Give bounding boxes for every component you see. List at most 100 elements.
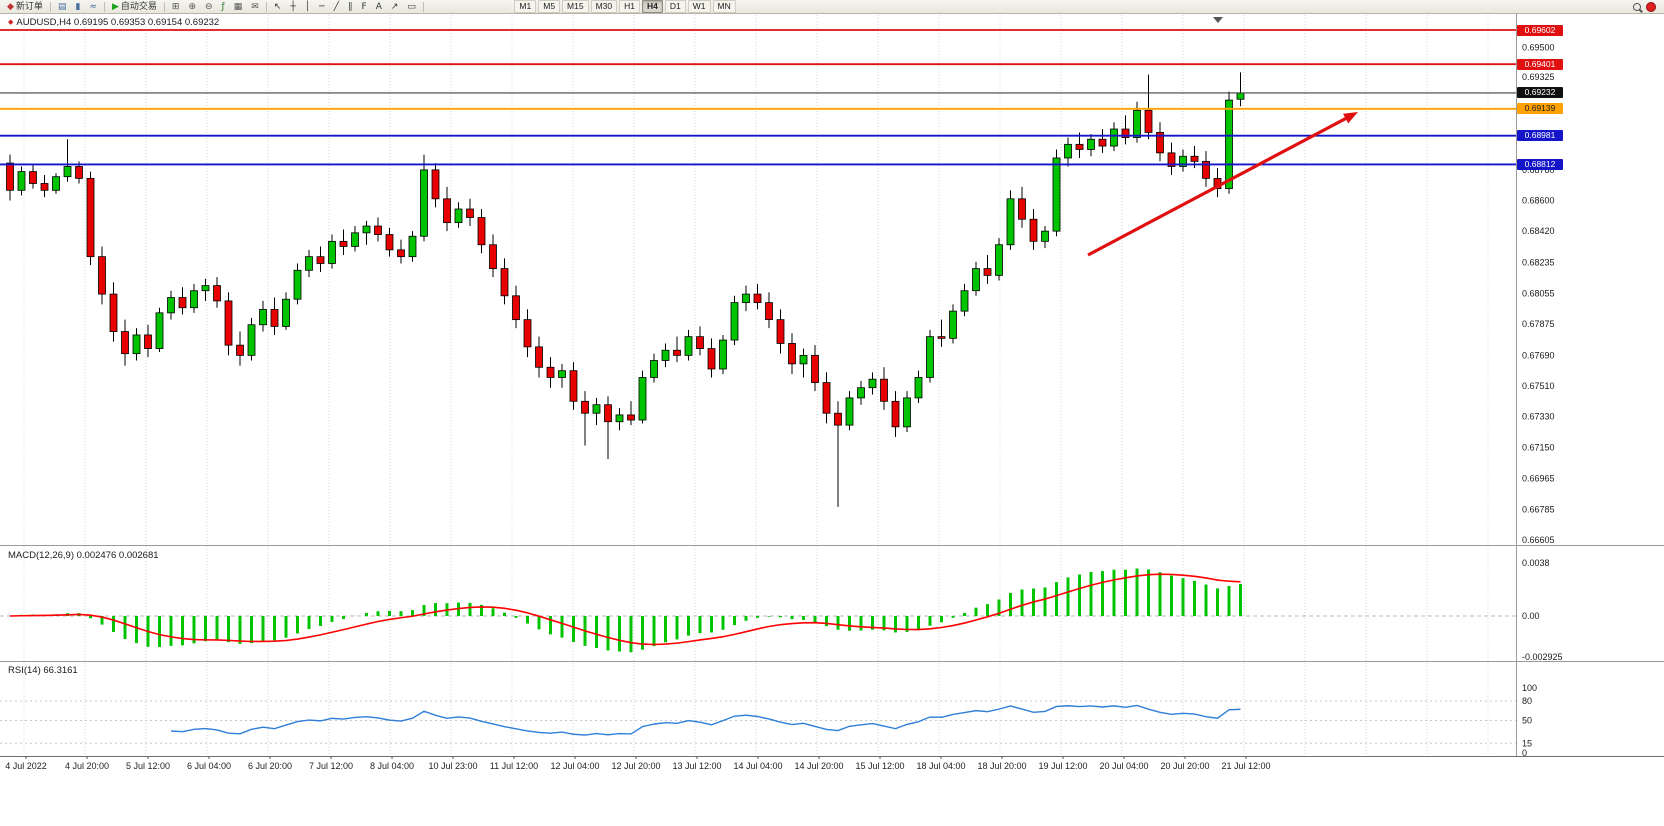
symbol-flag-icon: ◆ (8, 19, 14, 26)
arrows-tool-icon: ↗ (390, 1, 399, 12)
new-order-button-label: 新订单 (15, 1, 43, 12)
indicators-button[interactable]: ƒ (218, 0, 229, 14)
vertical-line-tool-button[interactable]: │ (301, 0, 314, 14)
fibonacci-tool-button[interactable]: F (358, 0, 371, 14)
svg-text:8 Jul 04:00: 8 Jul 04:00 (370, 761, 414, 771)
indicators-icon: ƒ (221, 1, 225, 12)
timeframe-h1-button[interactable]: H1 (619, 0, 641, 13)
toolbar: ◆ 新订单 ▤ ▮ ≈ ▶ 自动交易 ⊞ ⊕ ⊖ ƒ ▦ ✉ ↖ ┼ │ ─ ╱ ∥ F A ↗ ▭ M1 M5 M15 M30 H1… (0, 0, 1664, 14)
horizontal-level-lines[interactable] (0, 29, 1516, 166)
auto-trading-icon: ▶ (111, 1, 119, 12)
fibonacci-tool-icon: F (361, 1, 367, 12)
timeframe-d1-button[interactable]: D1 (664, 0, 686, 13)
toolbar-right-group (1633, 1, 1661, 12)
timeframe-m15-button[interactable]: M15 (562, 0, 589, 13)
trend-arrow[interactable] (1087, 112, 1358, 257)
shapes-tool-button[interactable]: ▭ (403, 0, 420, 14)
horizontal-line-tool-button[interactable]: ─ (315, 0, 328, 14)
svg-text:0.68600: 0.68600 (1522, 196, 1555, 206)
time-axis[interactable]: 4 Jul 2022 4 Jul 20:00 5 Jul 12:00 6 Jul 04… (5, 756, 1271, 771)
svg-text:20 Jul 04:00: 20 Jul 04:00 (1099, 761, 1148, 771)
svg-text:11 Jul 12:00: 11 Jul 12:00 (490, 761, 538, 771)
svg-text:0.67875: 0.67875 (1522, 319, 1555, 329)
mail-icon: ✉ (251, 1, 259, 12)
svg-text:0.68235: 0.68235 (1522, 258, 1555, 268)
svg-text:4 Jul 2022: 4 Jul 2022 (5, 761, 47, 771)
new-order-button[interactable]: ◆ 新订单 (3, 0, 47, 14)
timeframe-w1-button[interactable]: W1 (687, 0, 711, 13)
toolbar-separator (163, 1, 165, 12)
templates-button[interactable]: ▦ (230, 0, 247, 14)
svg-text:13 Jul 12:00: 13 Jul 12:00 (672, 761, 721, 771)
svg-text:10 Jul 23:00: 10 Jul 23:00 (428, 761, 477, 771)
templates-icon: ▦ (233, 1, 243, 12)
candlestick-button[interactable]: ▮ (71, 0, 84, 14)
toolbar-separator (49, 1, 51, 12)
svg-text:0.66785: 0.66785 (1522, 504, 1555, 514)
svg-text:0.66965: 0.66965 (1522, 474, 1555, 484)
panel-separators[interactable] (0, 14, 1664, 757)
svg-text:12 Jul 04:00: 12 Jul 04:00 (550, 761, 599, 771)
svg-text:0: 0 (1522, 748, 1527, 758)
search-icon[interactable] (1633, 2, 1641, 11)
bid-price-label: 0.69232 (1517, 87, 1563, 99)
bar-chart-icon: ▤ (57, 1, 67, 12)
timeframe-mn-button[interactable]: MN (712, 0, 736, 13)
toolbar-separator (265, 1, 267, 12)
trendline-tool-button[interactable]: ╱ (330, 0, 343, 14)
channel-tool-button[interactable]: ∥ (344, 0, 357, 14)
timeframe-m30-button[interactable]: M30 (590, 0, 618, 13)
arrows-tool-button[interactable]: ↗ (387, 0, 403, 14)
svg-text:-0.002925: -0.002925 (1522, 652, 1563, 662)
svg-text:6 Jul 20:00: 6 Jul 20:00 (248, 761, 292, 771)
svg-text:6 Jul 04:00: 6 Jul 04:00 (187, 761, 231, 771)
candlestick-icon: ▮ (75, 1, 81, 12)
zoom-out-icon: ⊖ (204, 1, 213, 12)
svg-text:5 Jul 12:00: 5 Jul 12:00 (126, 761, 170, 771)
candlesticks (6, 72, 1245, 507)
svg-text:7 Jul 12:00: 7 Jul 12:00 (309, 761, 353, 771)
svg-text:0.67510: 0.67510 (1522, 381, 1555, 391)
svg-text:0.69500: 0.69500 (1522, 42, 1555, 52)
crosshair-tool-button[interactable]: ┼ (286, 0, 299, 14)
text-tool-button[interactable]: A (372, 0, 386, 14)
toolbar-separator (422, 1, 424, 12)
horizontal-line-tool-icon: ─ (319, 1, 325, 12)
macd-panel (0, 568, 1516, 653)
svg-text:18 Jul 20:00: 18 Jul 20:00 (977, 761, 1026, 771)
svg-text:100: 100 (1522, 683, 1537, 693)
svg-text:0.00: 0.00 (1522, 611, 1540, 621)
cursor-tool-button[interactable]: ↖ (270, 0, 286, 14)
zoom-in-button[interactable]: ⊕ (184, 0, 200, 14)
recording-indicator-icon (1646, 1, 1656, 12)
svg-text:0.67150: 0.67150 (1522, 442, 1555, 452)
line-chart-button[interactable]: ≈ (85, 0, 101, 14)
timeframe-m1-button[interactable]: M1 (514, 0, 537, 13)
channel-tool-icon: ∥ (348, 1, 353, 12)
timeframe-h4-button[interactable]: H4 (642, 0, 663, 13)
svg-text:15: 15 (1522, 738, 1532, 748)
svg-text:14 Jul 04:00: 14 Jul 04:00 (733, 761, 782, 771)
svg-text:50: 50 (1522, 716, 1532, 726)
svg-text:80: 80 (1522, 696, 1532, 706)
chart-shift-marker[interactable] (1213, 17, 1223, 23)
svg-text:20 Jul 20:00: 20 Jul 20:00 (1160, 761, 1209, 771)
bar-chart-button[interactable]: ▤ (54, 0, 71, 14)
price-axis[interactable]: 0.695000.693250.687800.686000.684200.682… (1522, 42, 1563, 758)
rsi-panel (0, 700, 1516, 744)
tile-windows-button[interactable]: ⊞ (168, 0, 184, 14)
svg-text:0.0038: 0.0038 (1522, 558, 1550, 568)
svg-text:19 Jul 12:00: 19 Jul 12:00 (1038, 761, 1087, 771)
svg-text:0.68055: 0.68055 (1522, 288, 1555, 298)
timeframe-m5-button[interactable]: M5 (538, 0, 561, 13)
toolbar-separator (103, 1, 105, 12)
svg-text:15 Jul 12:00: 15 Jul 12:00 (855, 761, 904, 771)
chart-symbol-header: ◆ AUDUSD,H4 0.69195 0.69353 0.69154 0.692… (8, 17, 219, 28)
svg-text:0.67690: 0.67690 (1522, 350, 1555, 360)
chart-ohlc-text: AUDUSD,H4 0.69195 0.69353 0.69154 0.6923… (16, 17, 220, 28)
auto-trading-button[interactable]: ▶ 自动交易 (108, 0, 161, 14)
zoom-out-button[interactable]: ⊖ (201, 0, 217, 14)
mail-button[interactable]: ✉ (247, 0, 263, 14)
svg-text:12 Jul 20:00: 12 Jul 20:00 (611, 761, 660, 771)
